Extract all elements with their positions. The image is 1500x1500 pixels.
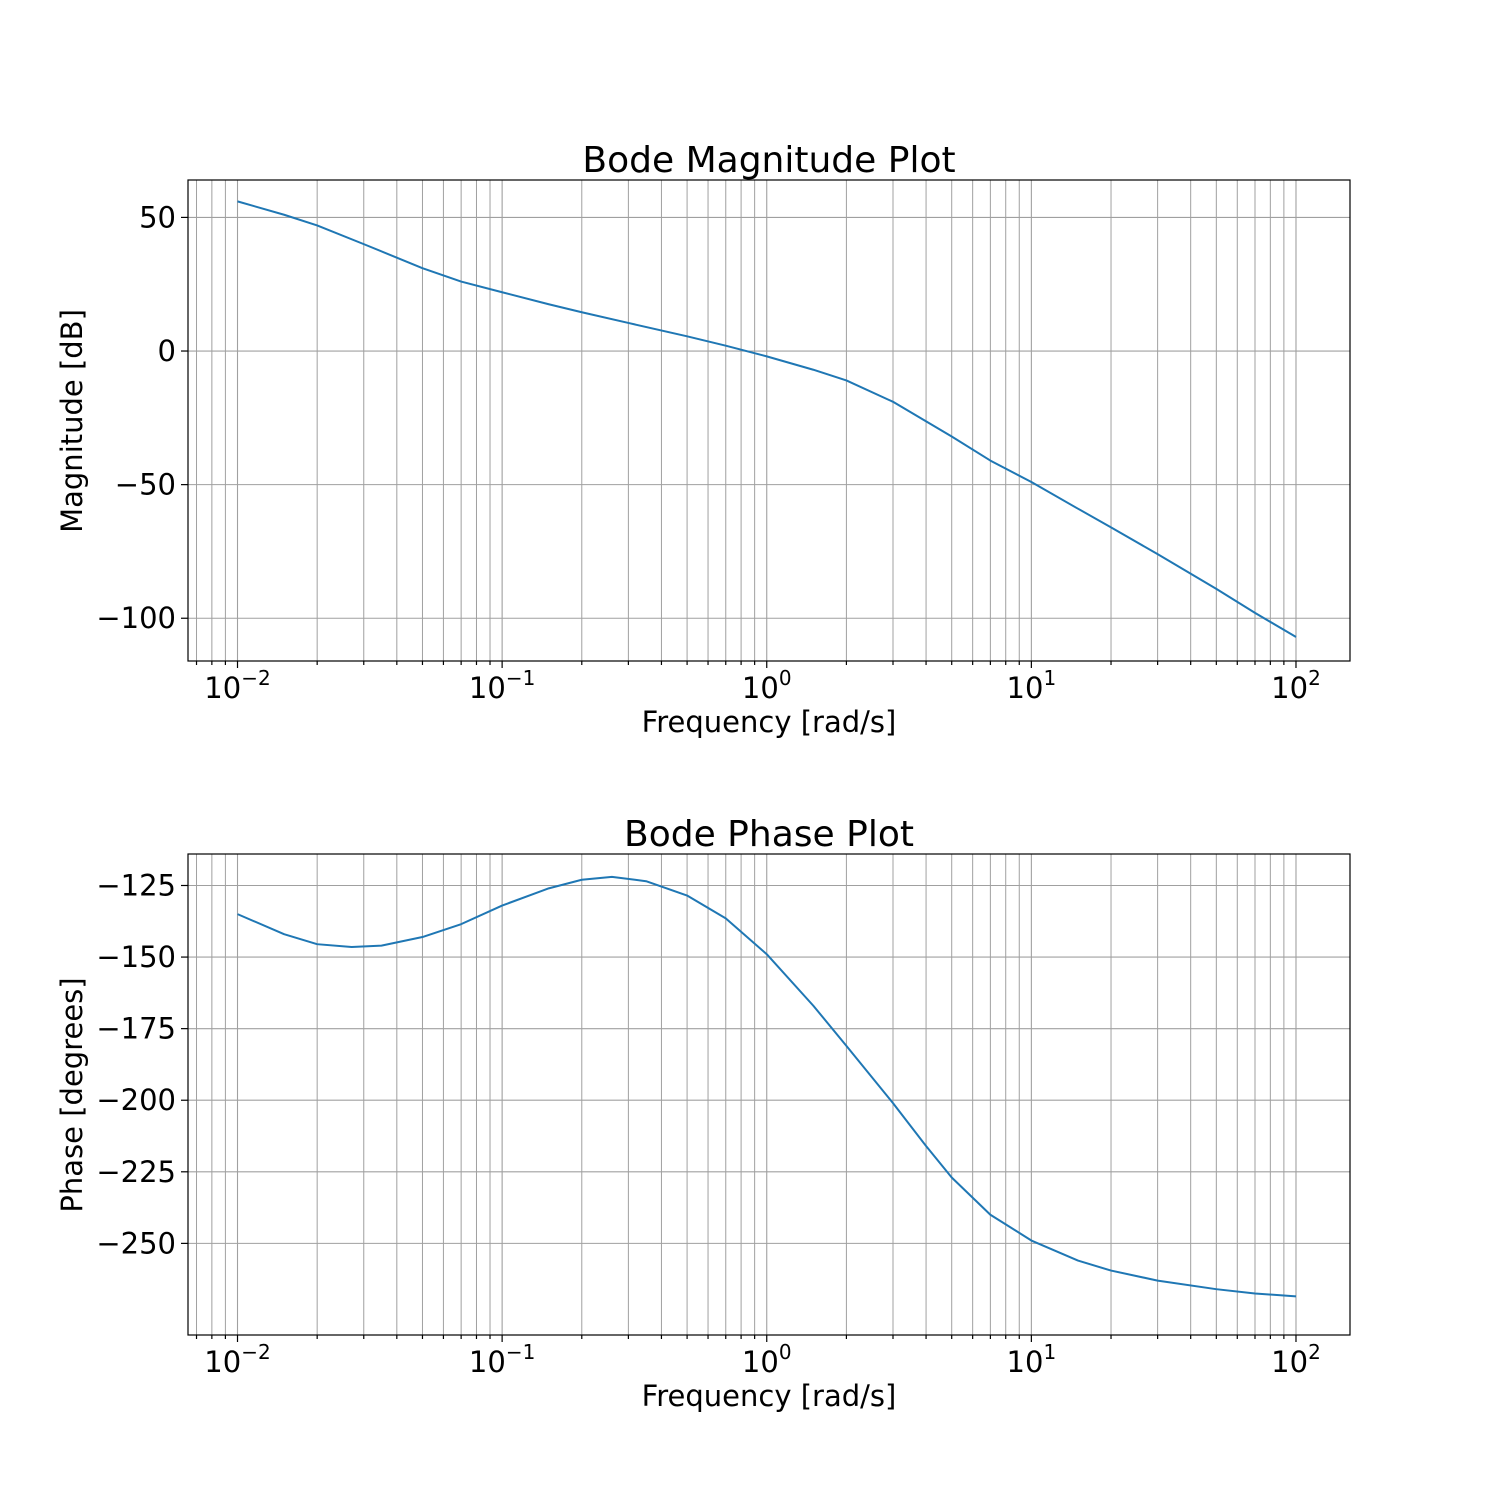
magnitude-x-tick-label: 101 — [1007, 666, 1057, 705]
magnitude-series-line — [237, 200, 1297, 638]
magnitude-x-tick-label: 102 — [1271, 666, 1321, 705]
phase-x-tick-label: 100 — [742, 1340, 792, 1379]
magnitude-x-tick-label: 100 — [742, 666, 792, 705]
phase-y-tick-label: −125 — [96, 868, 176, 902]
magnitude-x-tick-label: 10−1 — [469, 666, 535, 705]
magnitude-plot-frame — [187, 179, 1351, 662]
magnitude-y-tick-label: 50 — [139, 200, 176, 234]
magnitude-xlabel: Frequency [rad/s] — [642, 705, 897, 739]
phase-x-tick-label: 102 — [1271, 1340, 1321, 1379]
phase-ticks: 10−2 10−1 100 101 102 −125 −150 −175 −200 −225 −25… — [96, 868, 1320, 1379]
phase-panel: Bode Phase Plot 10−2 10−1 100 101 102 −125 −15… — [55, 814, 1351, 1413]
magnitude-grid — [188, 180, 1350, 661]
phase-y-tick-label: −200 — [96, 1083, 176, 1117]
phase-series — [237, 875, 1297, 1298]
phase-y-tick-label: −225 — [96, 1155, 176, 1189]
phase-title: Bode Phase Plot — [624, 814, 914, 855]
phase-ylabel: Phase [degrees] — [55, 977, 89, 1212]
phase-series-line — [237, 875, 1297, 1298]
phase-x-tick-label: 10−2 — [204, 1340, 270, 1379]
magnitude-title: Bode Magnitude Plot — [582, 140, 955, 181]
phase-xlabel: Frequency [rad/s] — [642, 1379, 897, 1413]
phase-y-tick-label: −150 — [96, 940, 176, 974]
magnitude-series — [237, 200, 1297, 638]
magnitude-y-tick-label: −50 — [115, 468, 176, 502]
phase-plot-frame — [187, 853, 1351, 1336]
magnitude-ylabel: Magnitude [dB] — [55, 309, 89, 533]
magnitude-ticks: 10−2 10−1 100 101 102 50 0 −50 −100 — [96, 200, 1320, 705]
magnitude-y-tick-label: −100 — [96, 601, 176, 635]
phase-x-tick-label: 101 — [1007, 1340, 1057, 1379]
phase-y-tick-label: −175 — [96, 1012, 176, 1046]
magnitude-y-tick-label: 0 — [158, 334, 176, 368]
phase-y-tick-label: −250 — [96, 1226, 176, 1260]
magnitude-x-tick-label: 10−2 — [204, 666, 270, 705]
magnitude-panel: Bode Magnitude Plot 10−2 10−1 100 101 102 50 0… — [55, 140, 1351, 739]
phase-grid — [188, 854, 1350, 1335]
phase-x-tick-label: 10−1 — [469, 1340, 535, 1379]
